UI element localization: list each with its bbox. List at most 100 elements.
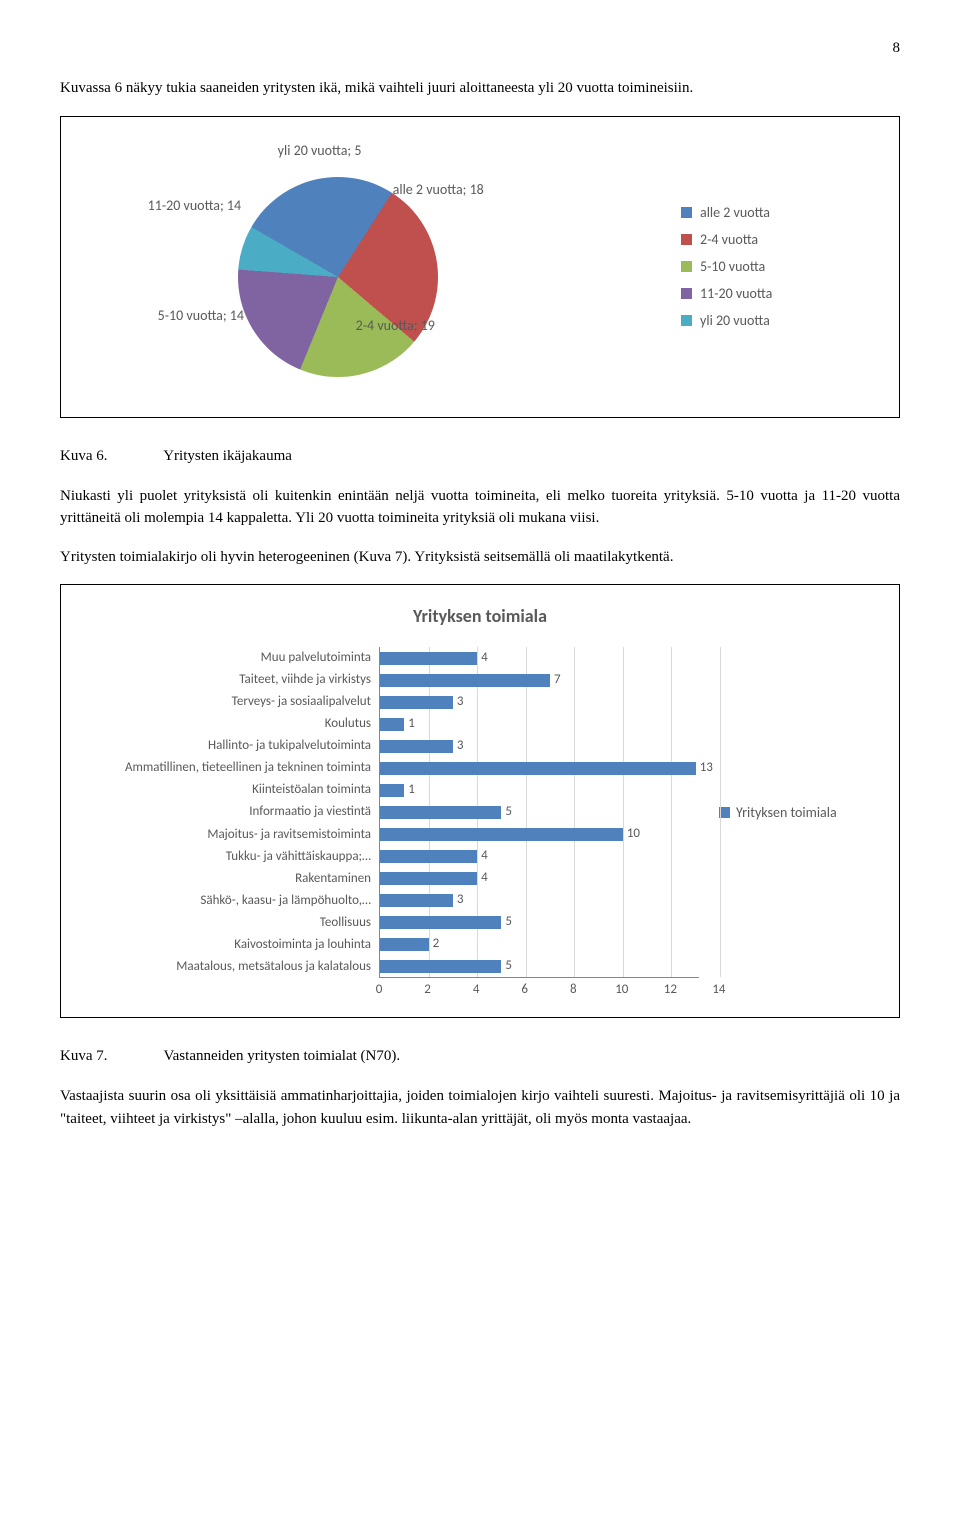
bar-category-label: Hallinto- ja tukipalvelutoiminta [91,735,371,757]
bar-value: 1 [408,717,415,731]
bar-row: 3 [380,691,699,713]
legend-text: 2-4 vuotta [700,231,758,248]
pie-slice-label: 5-10 vuotta; 14 [158,307,268,324]
caption-6-kuva: Kuva 6. [60,448,160,465]
x-tick-label: 4 [452,982,501,997]
pie-slice-label: 2-4 vuotta; 19 [356,317,466,334]
bar-value: 5 [505,959,512,973]
bar-value: 3 [457,739,464,753]
bar: 7 [380,674,550,687]
bar-category-label: Kaivostoiminta ja louhinta [91,934,371,956]
legend-item: alle 2 vuotta [681,204,772,221]
x-tick-label: 10 [598,982,647,997]
legend-text: 11-20 vuotta [700,285,772,302]
bar-row: 3 [380,735,699,757]
legend-swatch [681,207,692,218]
end-paragraph: Vastaajista suurin osa oli yksittäisiä a… [60,1085,900,1130]
bar-row: 5 [380,955,699,977]
legend-swatch [681,315,692,326]
bar: 13 [380,762,696,775]
bar-row: 4 [380,647,699,669]
bar-row: 1 [380,713,699,735]
bar-x-axis: 02468101214 [379,982,869,997]
bar-category-label: Ammatillinen, tieteellinen ja tekninen t… [91,757,371,779]
bar-value: 7 [554,673,561,687]
pie-wrap: yli 20 vuotta; 5 alle 2 vuotta; 182-4 vu… [188,137,488,397]
bar-row: 2 [380,933,699,955]
bar: 3 [380,740,453,753]
x-tick-label: 14 [695,982,744,997]
bar-value: 3 [457,695,464,709]
bar-plot: 47313131510443525 [379,647,699,978]
mid-paragraph-2: Yritysten toimialakirjo oli hyvin hetero… [60,546,900,569]
bar-chart-title: Yrityksen toimiala [91,605,869,627]
legend-item: yli 20 vuotta [681,312,772,329]
bar-value: 5 [505,805,512,819]
legend-text: alle 2 vuotta [700,204,770,221]
legend-item: 11-20 vuotta [681,285,772,302]
bar-row: 13 [380,757,699,779]
bar: 3 [380,696,453,709]
legend-item: 5-10 vuotta [681,258,772,275]
bar-value: 4 [481,651,488,665]
pie-chart [238,177,438,377]
bar-category-label: Maatalous, metsätalous ja kalatalous [91,956,371,978]
legend-text: yli 20 vuotta [700,312,770,329]
bar-value: 2 [433,937,440,951]
x-tick-label: 8 [549,982,598,997]
bar: 4 [380,652,477,665]
bar: 5 [380,806,501,819]
bar: 5 [380,960,501,973]
bar-category-label: Koulutus [91,713,371,735]
gridline [720,647,721,977]
bar: 1 [380,784,404,797]
bar: 4 [380,872,477,885]
bar-value: 5 [505,915,512,929]
bar-row: 1 [380,779,699,801]
bar-value: 3 [457,893,464,907]
bar-chart-box: Yrityksen toimiala Muu palvelutoimintaTa… [60,584,900,1018]
bar: 2 [380,938,429,951]
bar-category-label: Terveys- ja sosiaalipalvelut [91,691,371,713]
bar-category-label: Tukku- ja vähittäiskauppa;… [91,846,371,868]
bar-row: 7 [380,669,699,691]
bar-row: 10 [380,823,699,845]
legend-text: 5-10 vuotta [700,258,765,275]
pie-slice-label: alle 2 vuotta; 18 [393,181,503,198]
bar: 4 [380,850,477,863]
bar-value: 13 [700,761,713,775]
bar-row: 5 [380,911,699,933]
pie-legend: alle 2 vuotta 2-4 vuotta 5-10 vuotta 11-20 … [681,204,772,329]
bar-category-label: Rakentaminen [91,868,371,890]
bar-category-label: Taiteet, viihde ja virkistys [91,669,371,691]
caption-6-text: Yritysten ikäjakauma [163,448,292,464]
x-tick-label: 0 [355,982,404,997]
bar-row: 5 [380,801,699,823]
bar-category-label: Informaatio ja viestintä [91,801,371,823]
pie-top-label: yli 20 vuotta; 5 [278,142,388,159]
x-tick-label: 12 [646,982,695,997]
caption-7-text: Vastanneiden yritysten toimialat (N70). [163,1048,400,1064]
legend-swatch [681,288,692,299]
caption-7: Kuva 7. Vastanneiden yritysten toimialat… [60,1048,900,1065]
bar-value: 1 [408,783,415,797]
pie-chart-box: yli 20 vuotta; 5 alle 2 vuotta; 18 2-4 vu… [60,116,900,418]
bar-row: 4 [380,867,699,889]
bar: 3 [380,894,453,907]
bar-legend-text: Yrityksen toimiala [736,804,837,821]
bar-row: 4 [380,845,699,867]
bar-value: 4 [481,849,488,863]
bar-category-label: Kiinteistöalan toiminta [91,779,371,801]
bar-value: 4 [481,871,488,885]
bar-category-label: Majoitus- ja ravitsemistoiminta [91,824,371,846]
x-tick-label: 6 [500,982,549,997]
bar-category-label: Teollisuus [91,912,371,934]
x-tick-label: 2 [403,982,452,997]
legend-swatch [681,261,692,272]
caption-6: Kuva 6. Yritysten ikäjakauma [60,448,900,465]
legend-item: 2-4 vuotta [681,231,772,248]
legend-swatch [681,234,692,245]
bar-y-labels: Muu palvelutoimintaTaiteet, viihde ja vi… [91,647,379,978]
mid-paragraph-1: Niukasti yli puolet yrityksistä oli kuit… [60,485,900,530]
bar-row: 3 [380,889,699,911]
